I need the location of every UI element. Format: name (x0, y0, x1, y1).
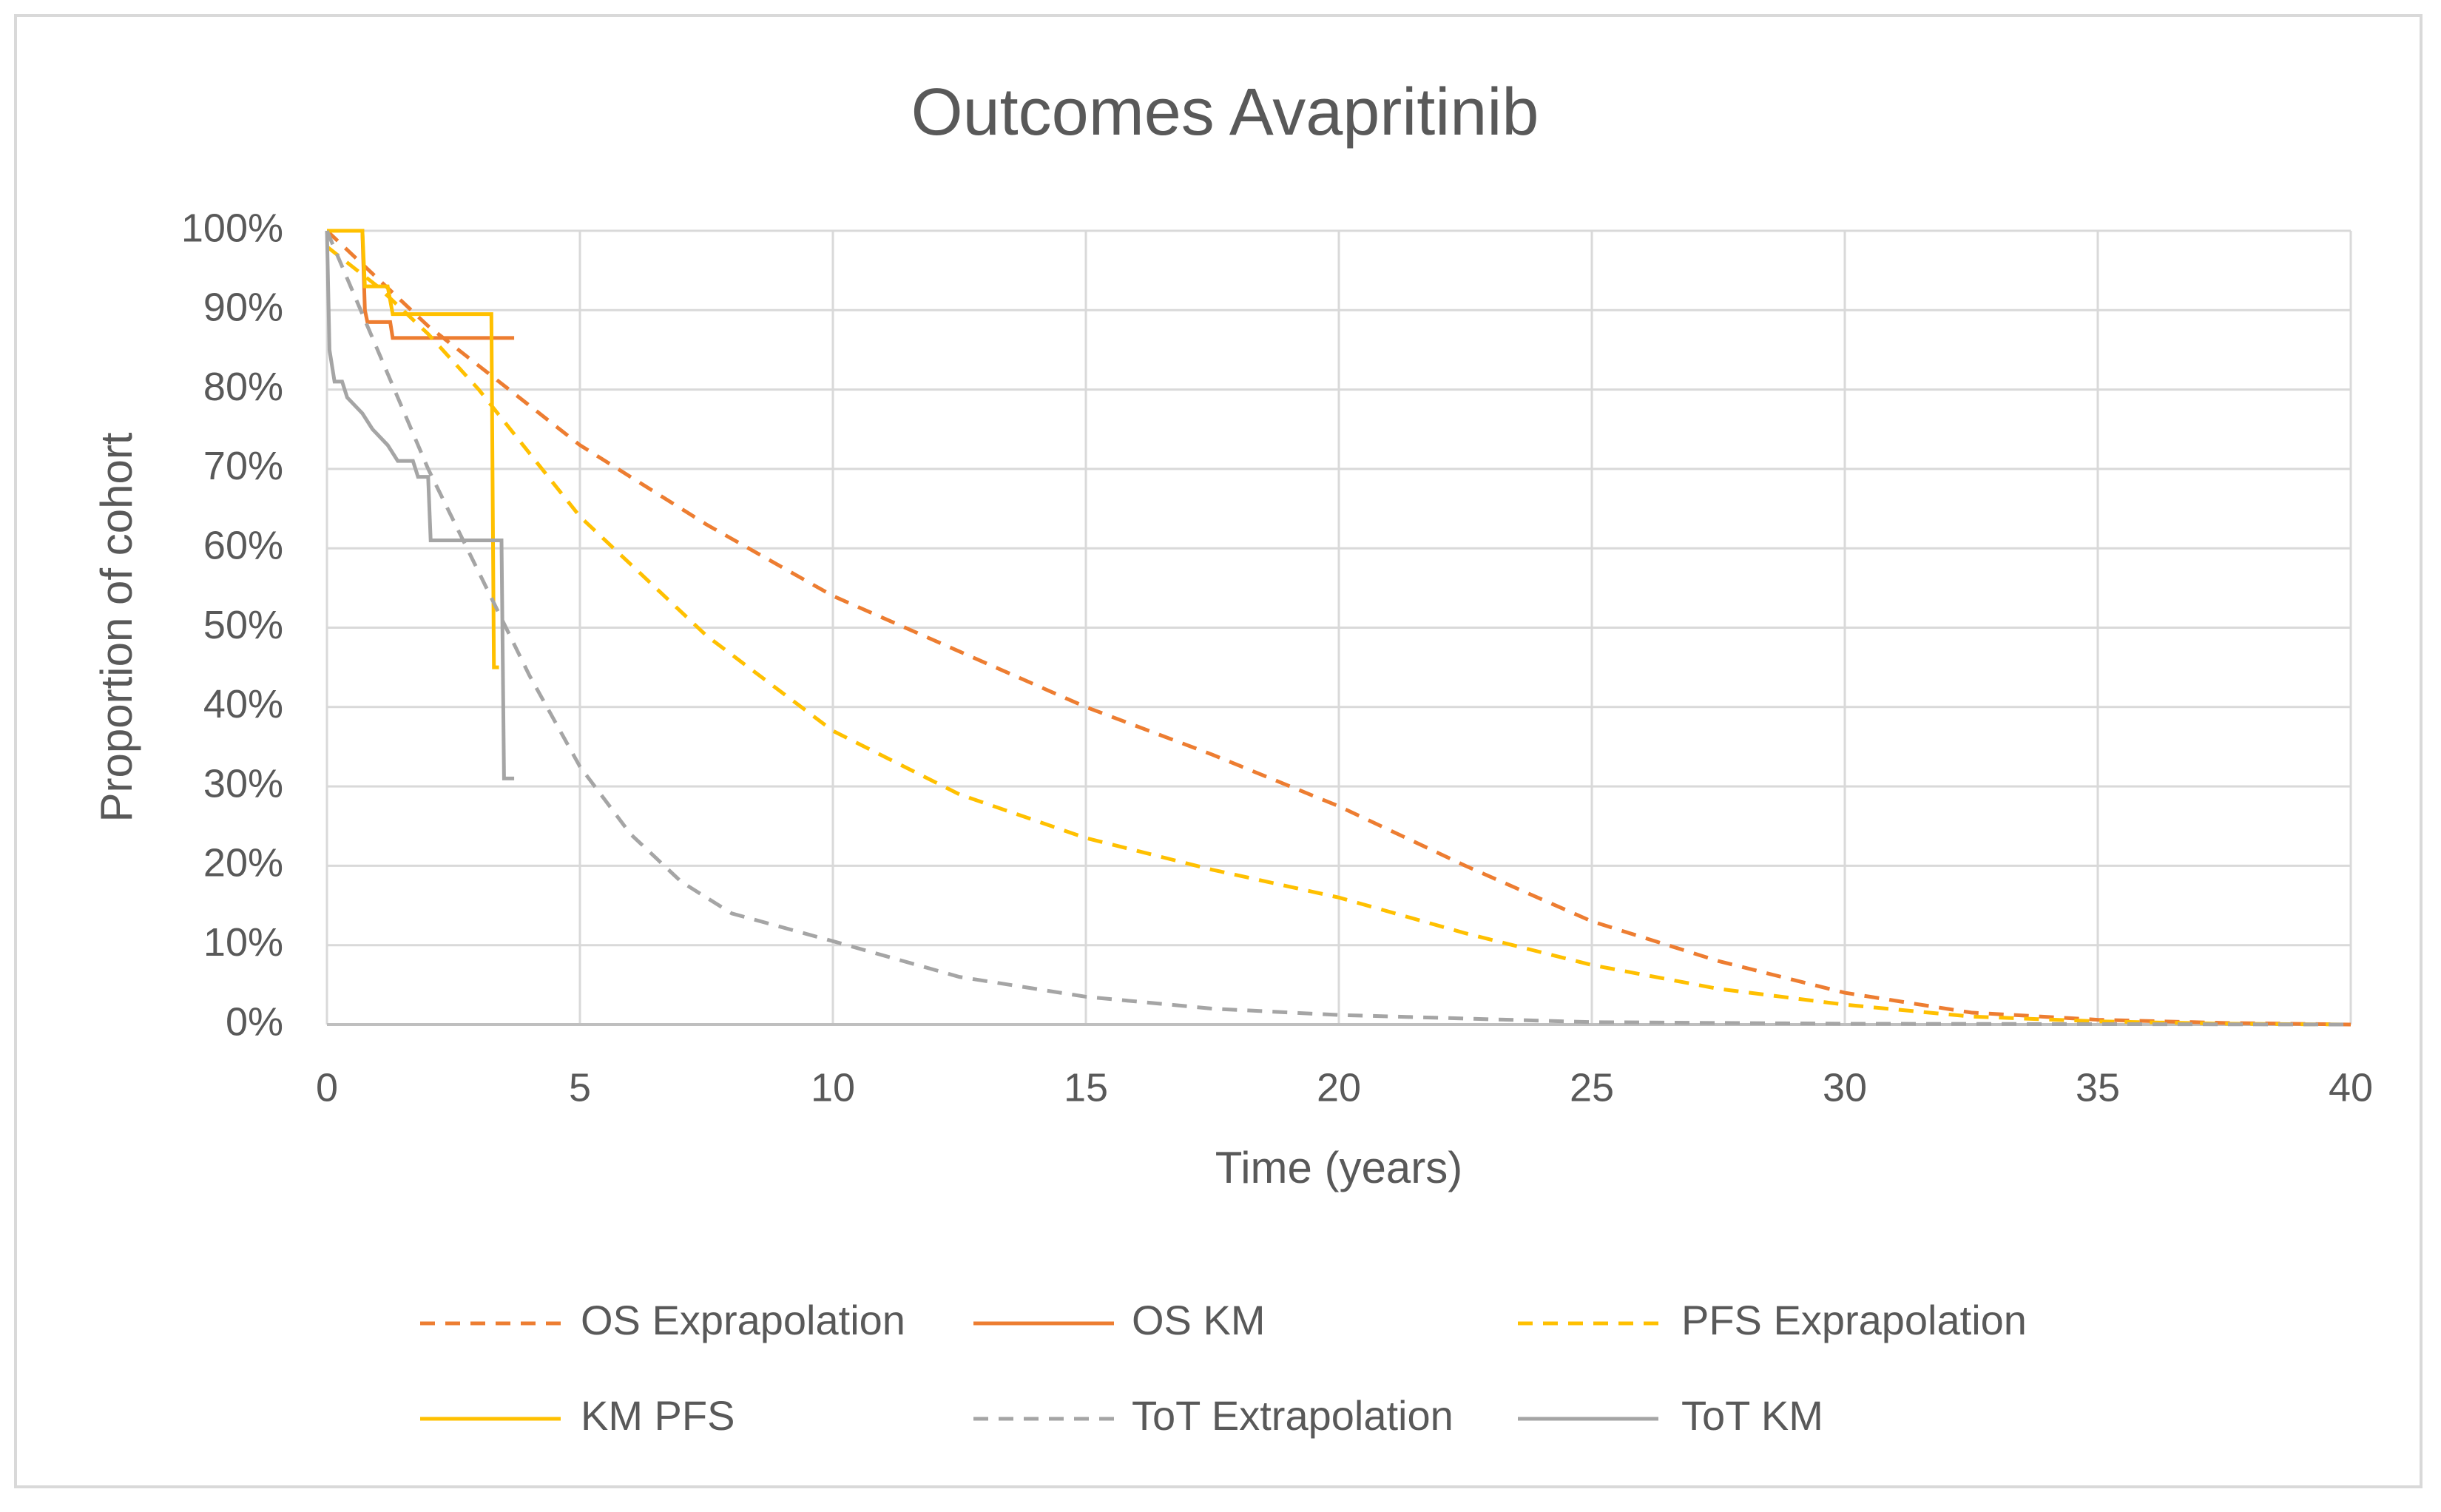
chart-frame (14, 14, 2423, 1488)
legend-label: ToT Extrapolation (1132, 1392, 1454, 1439)
y-tick-label: 80% (203, 365, 283, 409)
x-axis-title: Time (years) (1215, 1143, 1462, 1192)
x-tick-label: 5 (569, 1065, 591, 1110)
chart-title: Outcomes Avapritinib (911, 75, 1539, 149)
x-tick-label: 20 (1317, 1065, 1361, 1110)
legend-label: PFS Exprapolation (1681, 1297, 2027, 1343)
legend-label: OS KM (1132, 1297, 1265, 1343)
y-tick-label: 100% (181, 206, 283, 250)
y-tick-label: 50% (203, 603, 283, 647)
y-tick-label: 10% (203, 920, 283, 965)
y-tick-label: 90% (203, 286, 283, 330)
y-tick-label: 20% (203, 841, 283, 885)
y-tick-label: 0% (226, 999, 283, 1044)
legend-label: OS Exprapolation (581, 1297, 905, 1343)
series-line (325, 245, 2351, 1027)
series-line (325, 230, 2351, 1027)
x-tick-label: 0 (316, 1065, 338, 1110)
x-tick-label: 15 (1064, 1065, 1108, 1110)
series-line (327, 229, 499, 669)
x-tick-label: 30 (1823, 1065, 1867, 1110)
series-line (325, 229, 2351, 1027)
x-tick-label: 25 (1570, 1065, 1614, 1110)
x-tick-label: 40 (2329, 1065, 2373, 1110)
x-tick-label: 10 (811, 1065, 855, 1110)
y-axis-title: Proportion of cohort (92, 432, 141, 822)
y-tick-label: 30% (203, 761, 283, 806)
y-tick-label: 70% (203, 444, 283, 488)
x-tick-label: 35 (2076, 1065, 2120, 1110)
series-line (325, 230, 515, 780)
legend-label: ToT KM (1681, 1392, 1823, 1439)
y-tick-label: 40% (203, 682, 283, 726)
legend-label: KM PFS (581, 1392, 735, 1439)
y-tick-label: 60% (203, 523, 283, 567)
